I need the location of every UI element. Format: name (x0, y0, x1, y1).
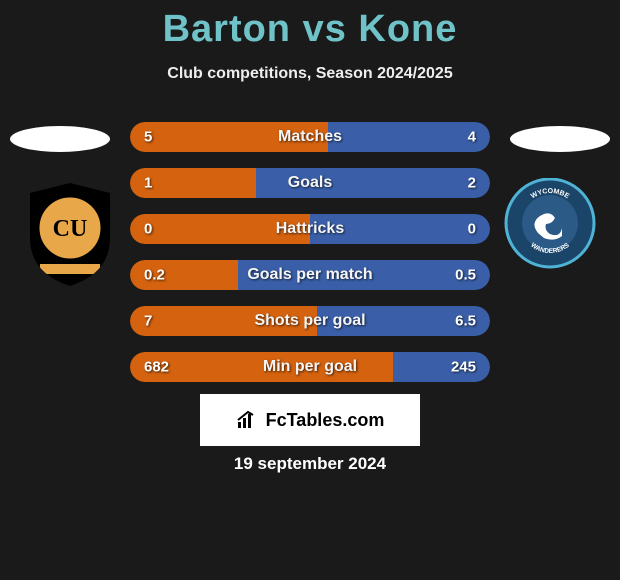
stat-row: 0 0 Hattricks (130, 214, 490, 244)
subtitle: Club competitions, Season 2024/2025 (0, 65, 620, 83)
player-silhouette-left (10, 126, 110, 152)
stat-label: Shots per goal (254, 312, 365, 330)
crest-left-text: CU (53, 216, 88, 242)
stat-value-left: 682 (144, 359, 169, 376)
stat-value-right: 4 (468, 129, 476, 146)
stat-row: 1 2 Goals (130, 168, 490, 198)
stat-value-right: 0 (468, 221, 476, 238)
stat-value-right: 0.5 (455, 267, 476, 284)
stat-value-left: 7 (144, 313, 152, 330)
stat-label: Min per goal (263, 358, 357, 376)
stat-row: 682 245 Min per goal (130, 352, 490, 382)
stat-label: Matches (278, 128, 342, 146)
stat-label: Goals per match (247, 266, 372, 284)
chart-icon (236, 410, 260, 430)
team-crest-right: WYCOMBE WANDERERS (500, 178, 600, 288)
stat-value-right: 6.5 (455, 313, 476, 330)
date-text: 19 september 2024 (0, 454, 620, 474)
stat-value-left: 0.2 (144, 267, 165, 284)
stat-label: Hattricks (276, 220, 344, 238)
stat-row: 5 4 Matches (130, 122, 490, 152)
stat-row: 0.2 0.5 Goals per match (130, 260, 490, 290)
stat-value-left: 0 (144, 221, 152, 238)
stats-container: 5 4 Matches 1 2 Goals 0 0 Hattricks 0.2 0.5 Goals p… (130, 122, 490, 398)
stat-value-left: 1 (144, 175, 152, 192)
stat-row: 7 6.5 Shots per goal (130, 306, 490, 336)
brand-text: FcTables.com (266, 410, 385, 431)
stat-value-left: 5 (144, 129, 152, 146)
brand-box: FcTables.com (200, 394, 420, 446)
player-silhouette-right (510, 126, 610, 152)
page-title: Barton vs Kone (0, 0, 620, 51)
stat-value-right: 2 (468, 175, 476, 192)
stat-value-right: 245 (451, 359, 476, 376)
stat-fill-right (328, 122, 490, 152)
stat-label: Goals (288, 174, 332, 192)
team-crest-left: CU (20, 178, 120, 288)
